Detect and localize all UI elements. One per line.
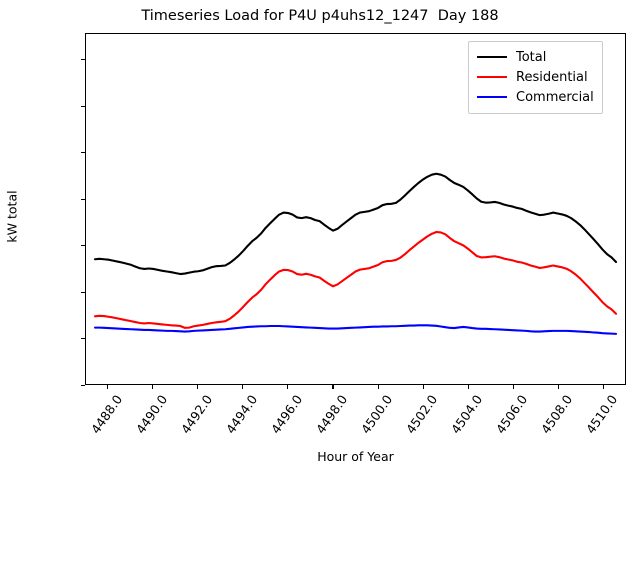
- legend-label: Residential: [516, 69, 588, 85]
- x-tick-mark: [422, 385, 424, 389]
- y-tick-mark: [81, 105, 85, 107]
- x-tick-mark: [242, 385, 244, 389]
- legend-item-commercial[interactable]: Commercial: [477, 87, 594, 107]
- figure-canvas: Timeseries Load for P4U p4uhs12_1247 Day…: [4, 8, 626, 464]
- y-tick-mark: [81, 291, 85, 293]
- page-title: Timeseries Load for P4U p4uhs12_1247 Day…: [141, 8, 499, 24]
- x-tick-mark: [377, 385, 379, 389]
- legend-item-total[interactable]: Total: [477, 47, 594, 67]
- y-tick-mark: [81, 384, 85, 386]
- series-svg: [86, 34, 625, 384]
- y-tick-mark: [81, 198, 85, 200]
- legend: Total Residential Commercial: [468, 41, 603, 114]
- legend-swatch-icon: [477, 56, 507, 58]
- y-axis-label: kW total: [4, 190, 20, 243]
- legend-label: Commercial: [516, 89, 594, 105]
- x-tick-mark: [602, 385, 605, 389]
- series-line-commercial: [95, 325, 616, 334]
- x-axis-label: Hour of Year: [317, 449, 394, 464]
- legend-swatch-icon: [477, 76, 507, 78]
- x-tick-mark: [197, 385, 199, 389]
- y-tick-mark: [81, 59, 85, 61]
- x-tick-mark: [152, 385, 154, 389]
- x-tick-mark: [332, 385, 334, 389]
- x-tick-mark: [557, 385, 559, 389]
- series-line-residential: [95, 232, 616, 328]
- legend-label: Total: [516, 49, 547, 65]
- x-tick-mark: [512, 385, 514, 389]
- x-tick-mark: [107, 385, 109, 389]
- series-line-total: [95, 174, 616, 274]
- x-tick-mark: [287, 385, 289, 389]
- legend-swatch-icon: [477, 96, 507, 98]
- y-tick-mark: [81, 152, 85, 154]
- y-tick-mark: [81, 338, 85, 340]
- legend-item-residential[interactable]: Residential: [477, 67, 594, 87]
- x-tick-mark: [467, 385, 469, 389]
- y-tick-mark: [81, 245, 85, 247]
